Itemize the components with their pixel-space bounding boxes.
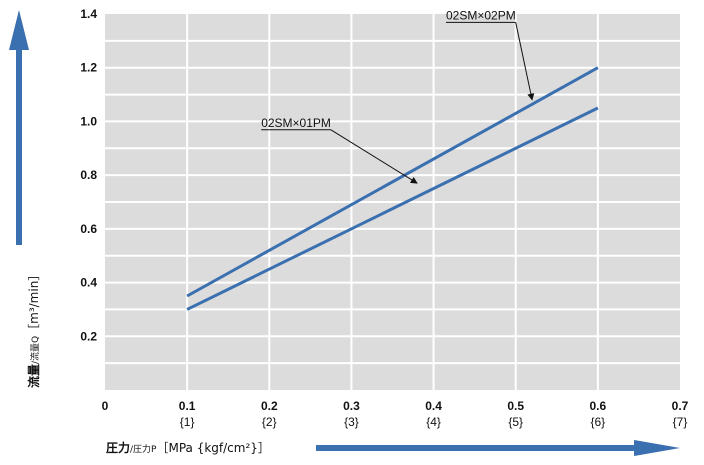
x-tick-sublabel: {2} <box>262 415 277 429</box>
y-tick-label: 1.0 <box>80 114 97 128</box>
x-tick-label: 0.3 <box>343 399 360 413</box>
x-axis-title-unit: ［MPa {kgf/cm²}］ <box>156 441 269 455</box>
series-leader-arrow <box>515 22 535 101</box>
series-label-1: 02SM×01PM <box>261 116 331 130</box>
x-axis-arrow-head <box>634 440 680 456</box>
x-tick-label: 0.1 <box>179 399 196 413</box>
y-axis-title-main: 流量 <box>26 364 41 388</box>
y-tick-label: 1.2 <box>80 61 97 75</box>
series-leader-arrow <box>330 129 418 184</box>
x-tick-label: 0.4 <box>425 399 442 413</box>
y-axis-title: 流量/流量Q［m³/min］ <box>26 269 41 388</box>
x-tick-label: 0.5 <box>507 399 524 413</box>
y-axis-title-sub: /流量Q <box>29 336 41 364</box>
x-tick-sublabel: {5} <box>508 415 523 429</box>
x-tick-sublabel: {4} <box>426 415 441 429</box>
series-line-0 <box>186 66 599 298</box>
plot-area <box>105 14 680 390</box>
x-axis-title: 圧力/圧力P［MPa {kgf/cm²}］ <box>106 440 270 455</box>
x-tick-sublabel: {6} <box>591 415 606 429</box>
x-axis-title-sub: /圧力P <box>130 443 157 455</box>
x-tick-label: 0.7 <box>672 399 689 413</box>
x-axis-title-main: 圧力 <box>106 440 130 455</box>
series-line-1 <box>186 106 599 311</box>
y-axis-arrow-head <box>9 10 29 50</box>
x-tick-label: 0.2 <box>261 399 278 413</box>
y-tick-label: 0.2 <box>80 329 97 343</box>
y-tick-label: 0.6 <box>80 222 97 236</box>
axis-arrows <box>9 10 680 456</box>
series-label-0: 02SM×02PM <box>446 8 516 22</box>
tick-labels: 02SM×02PM 02SM×01PM 0 0.1 0.2 0.3 0.4 0.5 0.6 0.7… <box>26 7 689 455</box>
y-axis-title-unit: ［m³/min］ <box>27 269 41 336</box>
y-axis-arrow-shaft <box>16 48 22 245</box>
x-tick-label: 0.6 <box>590 399 607 413</box>
x-tick-sublabel: {3} <box>344 415 359 429</box>
x-tick-sublabel: {1} <box>180 415 195 429</box>
x-tick-sublabel: {7} <box>673 415 688 429</box>
x-tick-label: 0 <box>102 399 109 413</box>
y-tick-label: 0.4 <box>80 276 97 290</box>
y-tick-label: 1.4 <box>80 7 97 21</box>
x-axis-arrow-shaft <box>316 445 636 451</box>
y-tick-label: 0.8 <box>80 168 97 182</box>
